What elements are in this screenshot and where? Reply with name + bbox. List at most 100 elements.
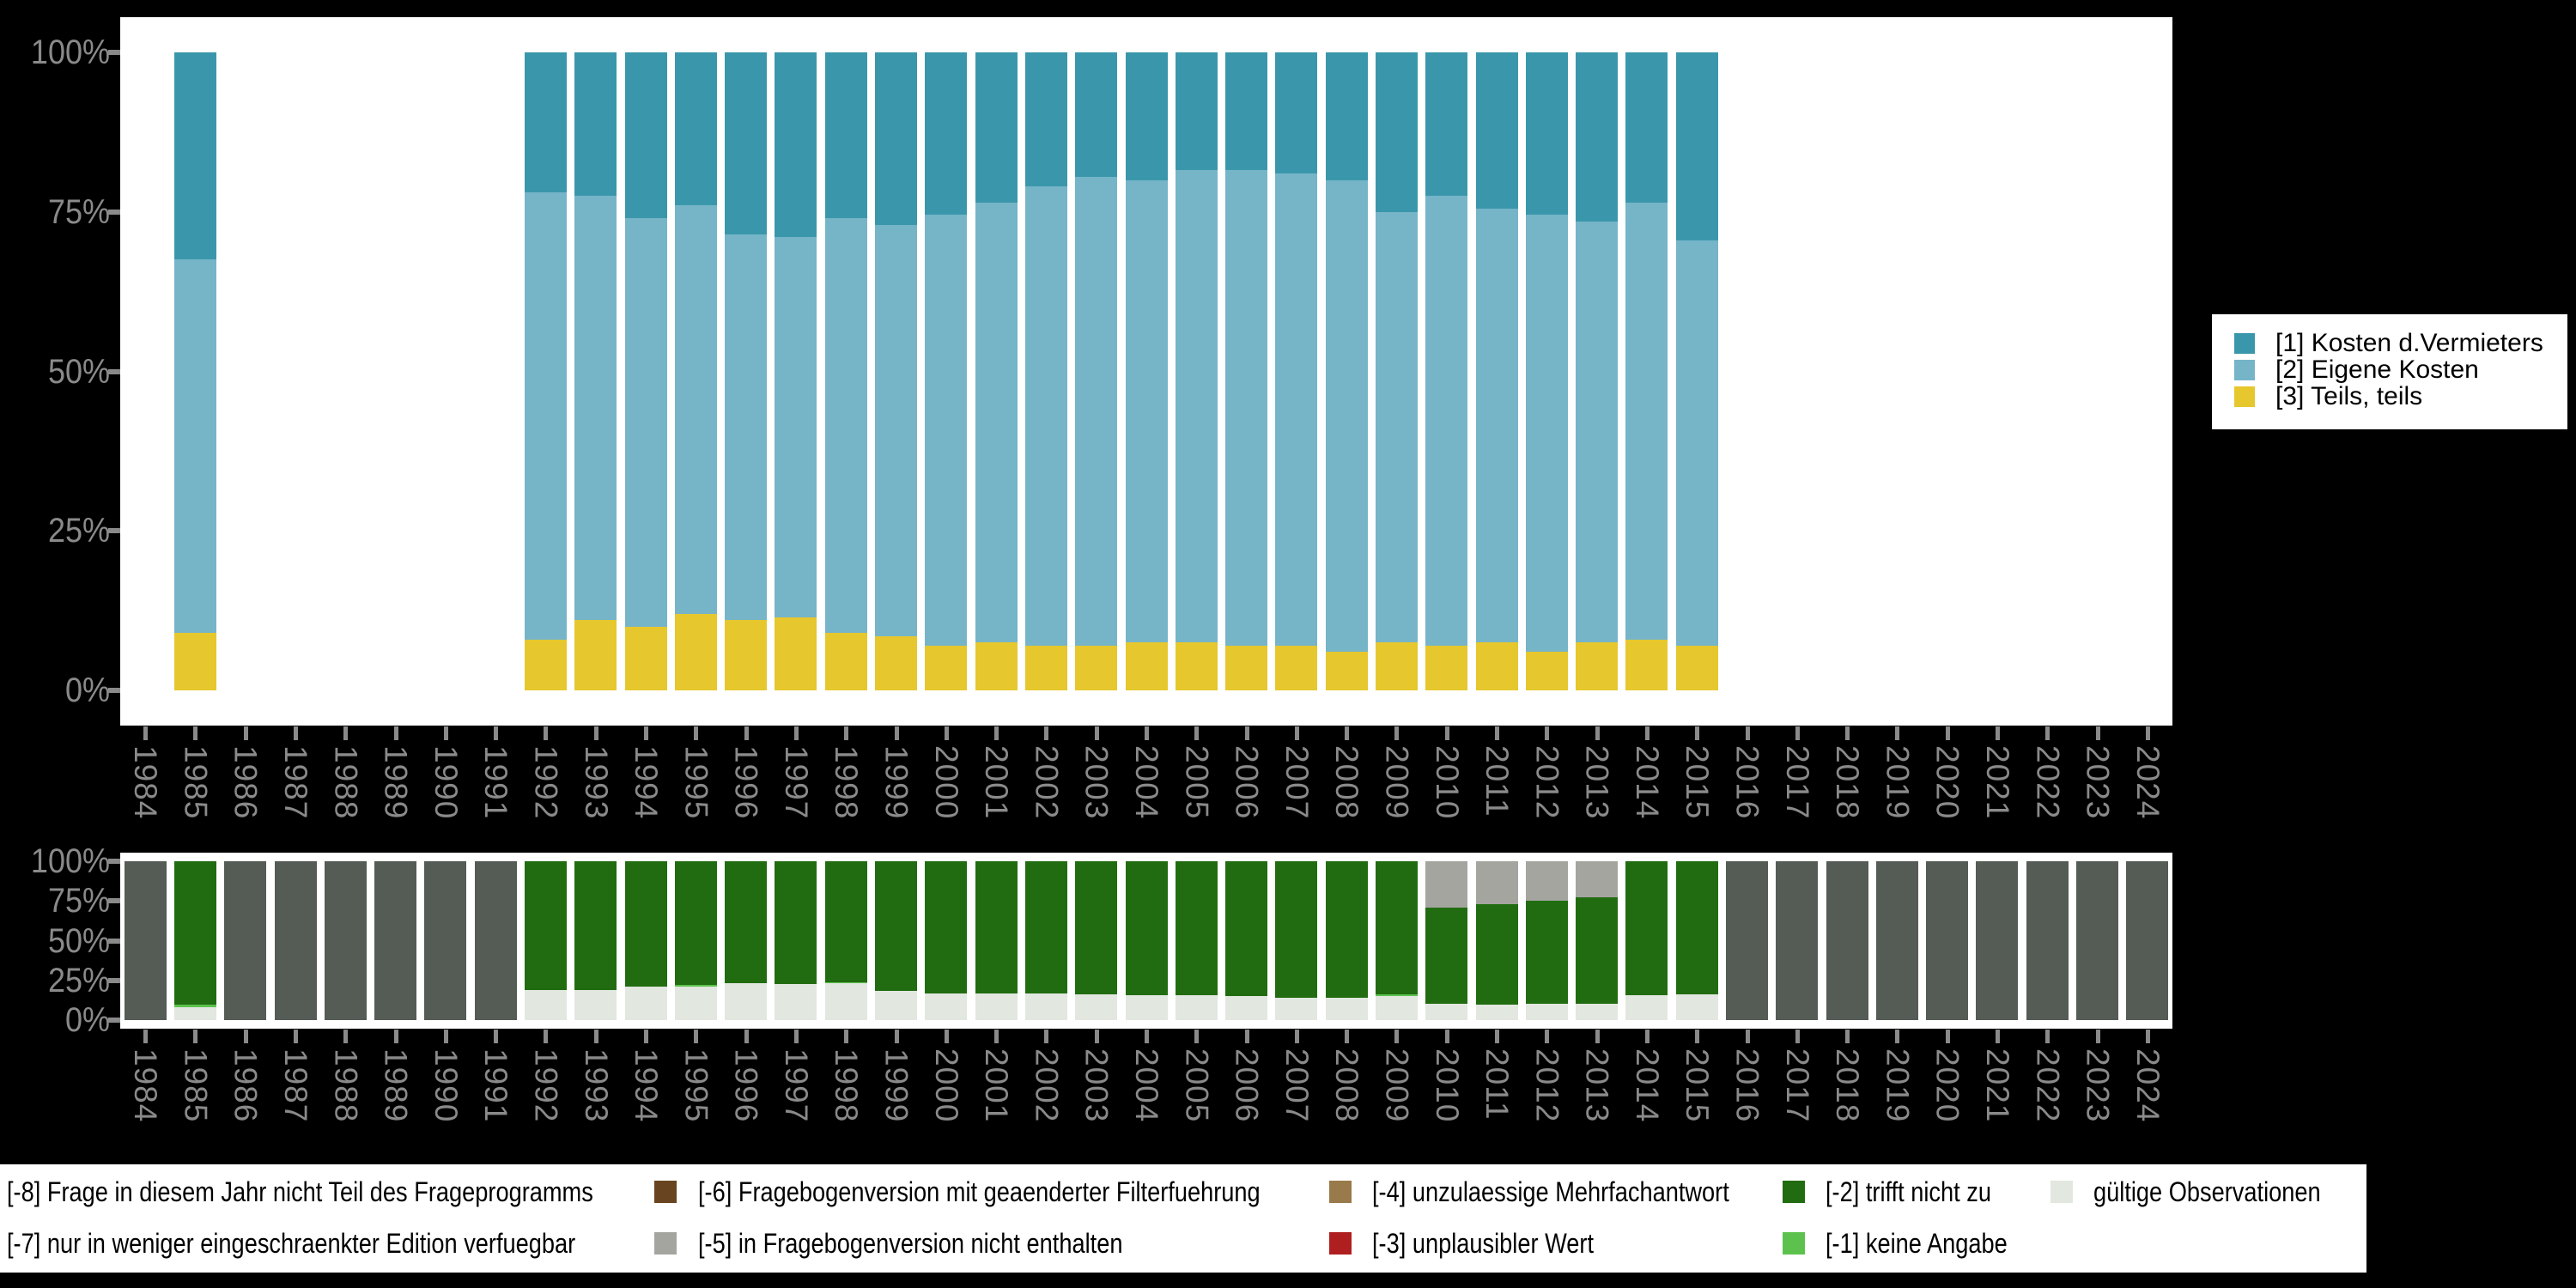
bar-segment (925, 646, 968, 690)
bar-segment (1625, 995, 1668, 1020)
top-chart-legend (2212, 314, 2567, 429)
bar-segment (173, 1007, 216, 1020)
bar-segment (424, 861, 467, 1020)
x-tick-label: 1999 (878, 745, 914, 820)
bar-segment (124, 861, 167, 1020)
legend-label: [-1] keine Angabe (1826, 1228, 2008, 1259)
bar-segment (725, 861, 768, 983)
bar-segment (224, 861, 267, 1020)
axis-tick (1795, 726, 1800, 740)
axis-tick (108, 1018, 120, 1023)
x-tick-label: 1995 (678, 745, 714, 820)
legend-swatch (1783, 1181, 1805, 1203)
x-tick-label: 1992 (528, 1048, 564, 1123)
x-tick-label: 2022 (2030, 745, 2066, 820)
axis-tick (1294, 726, 1299, 740)
x-tick-label: 2001 (979, 1048, 1015, 1123)
bar-segment (1275, 646, 1318, 690)
axis-tick (1644, 1030, 1649, 1043)
axis-tick (143, 1030, 149, 1043)
bar-segment (624, 218, 667, 627)
axis-tick (1644, 726, 1649, 740)
bar-segment (925, 52, 968, 215)
x-tick-label: 2024 (2129, 1048, 2166, 1123)
bar-segment (1776, 861, 1819, 1020)
bar-segment (875, 52, 918, 225)
x-tick-label: 2017 (1779, 745, 1815, 820)
bar-segment (1475, 642, 1518, 690)
legend-label: gültige Observationen (2093, 1176, 2321, 1207)
bar-segment (775, 52, 817, 237)
bar-segment (824, 861, 867, 982)
bar-segment (1075, 52, 1118, 177)
axis-tick (1495, 726, 1500, 740)
bar-segment (1225, 646, 1268, 690)
bar-segment (1125, 995, 1168, 1020)
x-tick-label: 1984 (128, 745, 164, 820)
legend-swatch (1783, 1232, 1805, 1255)
x-tick-label: 1987 (278, 745, 314, 820)
axis-tick (243, 1030, 248, 1043)
bar-segment (1726, 861, 1768, 1020)
axis-tick (793, 1030, 799, 1043)
bar-segment (1475, 904, 1518, 1005)
legend-label: [2] Eigene Kosten (2275, 355, 2479, 384)
bar-segment (1425, 1004, 1468, 1020)
bar-segment (1875, 861, 1918, 1020)
bar-segment (1225, 861, 1268, 996)
axis-tick (1695, 726, 1700, 740)
x-tick-label: 2004 (1129, 745, 1164, 820)
bar-segment (1175, 861, 1218, 995)
x-tick-label: 2012 (1529, 1048, 1565, 1123)
bar-segment (1325, 52, 1368, 180)
bar-segment (1625, 52, 1668, 203)
x-tick-label: 1997 (778, 1048, 814, 1123)
axis-tick (2045, 726, 2050, 740)
bar-segment (1024, 646, 1067, 690)
x-tick-label: 1990 (428, 1048, 464, 1123)
bar-segment (574, 52, 617, 196)
x-tick-label: 2019 (1880, 745, 1916, 820)
axis-tick (1895, 1030, 1900, 1043)
bar-segment (775, 237, 817, 617)
axis-tick (343, 726, 349, 740)
bar-segment (574, 861, 617, 990)
x-tick-label: 1991 (478, 745, 514, 820)
legend-swatch (1329, 1232, 1352, 1255)
axis-tick (2095, 1030, 2100, 1043)
x-tick-label: 2006 (1229, 745, 1265, 820)
axis-tick (108, 859, 120, 864)
bar-segment (2126, 861, 2169, 1020)
axis-tick (243, 726, 248, 740)
x-tick-label: 1996 (728, 1048, 764, 1123)
bar-segment (1275, 998, 1318, 1020)
bar-segment (173, 861, 216, 1005)
x-tick-label: 1999 (878, 1048, 914, 1123)
bar-segment (324, 861, 367, 1020)
x-tick-label: 1990 (428, 745, 464, 820)
bar-segment (1175, 170, 1218, 642)
bar-segment (1525, 1004, 1568, 1020)
axis-tick (108, 528, 120, 534)
bar-segment (725, 620, 768, 690)
y-tick-label: 50% (47, 352, 110, 391)
axis-tick (1244, 726, 1249, 740)
bar-segment (1475, 1005, 1518, 1020)
legend-swatch (1329, 1181, 1352, 1203)
bar-segment (1075, 177, 1118, 646)
bar-segment (1976, 861, 2019, 1020)
axis-tick (1394, 726, 1400, 740)
bar-segment (1175, 642, 1218, 690)
legend-swatch (654, 1232, 677, 1255)
bar-segment (524, 990, 567, 1020)
axis-tick (1145, 726, 1149, 740)
axis-tick (1545, 726, 1550, 740)
axis-tick (193, 1030, 198, 1043)
axis-tick (1895, 726, 1900, 740)
axis-tick (343, 1030, 349, 1043)
bar-segment (1525, 861, 1568, 901)
axis-tick (1545, 1030, 1550, 1043)
bar-segment (1225, 170, 1268, 646)
bar-segment (674, 205, 717, 614)
